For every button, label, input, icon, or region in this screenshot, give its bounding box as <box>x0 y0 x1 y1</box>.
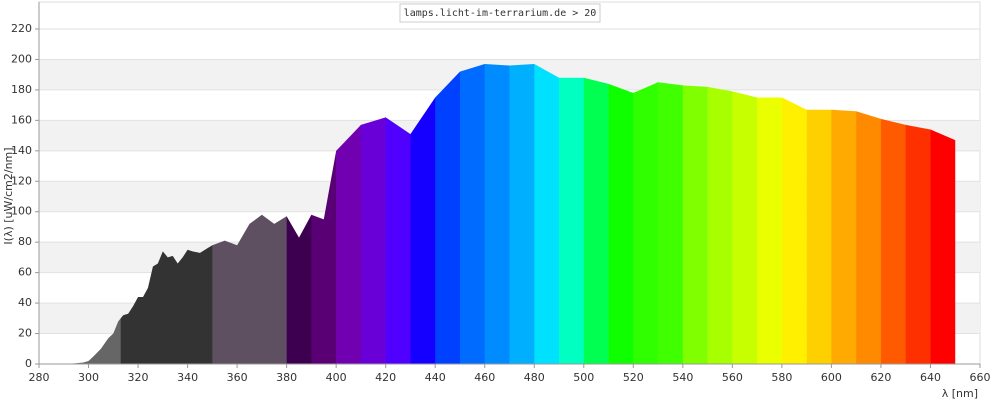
spectrum-band <box>608 64 634 364</box>
spectrum-band <box>509 64 535 364</box>
spectrum-band <box>707 64 733 364</box>
x-tick-label: 420 <box>375 371 396 384</box>
x-tick-label: 580 <box>771 371 792 384</box>
spectrum-band <box>682 64 708 364</box>
x-tick-label: 400 <box>326 371 347 384</box>
spectrum-band <box>633 64 659 364</box>
x-tick-label: 500 <box>573 371 594 384</box>
y-tick-label: 140 <box>11 144 32 157</box>
spectrum-band <box>435 64 461 364</box>
x-tick-label: 620 <box>870 371 891 384</box>
x-tick-label: 300 <box>78 371 99 384</box>
x-tick-label: 520 <box>623 371 644 384</box>
spectrum-band <box>732 64 758 364</box>
y-tick-label: 20 <box>18 327 32 340</box>
x-tick-label: 320 <box>128 371 149 384</box>
x-tick-label: 280 <box>29 371 50 384</box>
axes: 0 20 40 60 80 100 120 140 160 180 200 220 280 300 320 3… <box>11 2 991 384</box>
spectrum-band <box>757 64 783 364</box>
spectrum-band <box>831 64 857 364</box>
spectrum-band <box>658 64 684 364</box>
y-tick-label: 40 <box>18 296 32 309</box>
y-tick-label: 160 <box>11 113 32 126</box>
x-axis-label: λ [nm] <box>942 387 978 400</box>
x-tick-label: 540 <box>672 371 693 384</box>
x-tick-label: 380 <box>276 371 297 384</box>
x-tick-label: 440 <box>425 371 446 384</box>
y-tick-label: 60 <box>18 266 32 279</box>
spectrum-band <box>781 64 807 364</box>
y-tick-label: 120 <box>11 174 32 187</box>
spectrum-band <box>484 64 510 364</box>
x-tick-label: 340 <box>177 371 198 384</box>
spectrum-band <box>459 64 486 364</box>
title-box <box>399 3 601 23</box>
y-tick-label: 80 <box>18 235 32 248</box>
y-tick-label: 200 <box>11 52 32 65</box>
x-tick-label: 600 <box>821 371 842 384</box>
chart-title: lamps.licht-im-terrarium.de > 20 <box>404 8 597 19</box>
spectrum-band <box>806 64 832 364</box>
y-tick-label: 180 <box>11 83 32 96</box>
spectrum-band <box>559 64 585 364</box>
y-tick-label: 220 <box>11 22 32 35</box>
x-tick-label: 360 <box>227 371 248 384</box>
y-tick-label: 100 <box>11 205 32 218</box>
spectrum-band <box>583 64 609 364</box>
y-axis-label: I(λ) [uW/cm2/nm] <box>2 147 15 244</box>
y-tick-label: 0 <box>25 357 32 370</box>
x-tick-label: 660 <box>970 371 991 384</box>
x-tick-label: 560 <box>722 371 743 384</box>
x-tick-label: 460 <box>474 371 495 384</box>
x-tick-label: 480 <box>524 371 545 384</box>
x-tick-label: 640 <box>920 371 941 384</box>
spectrum-band <box>534 64 560 364</box>
